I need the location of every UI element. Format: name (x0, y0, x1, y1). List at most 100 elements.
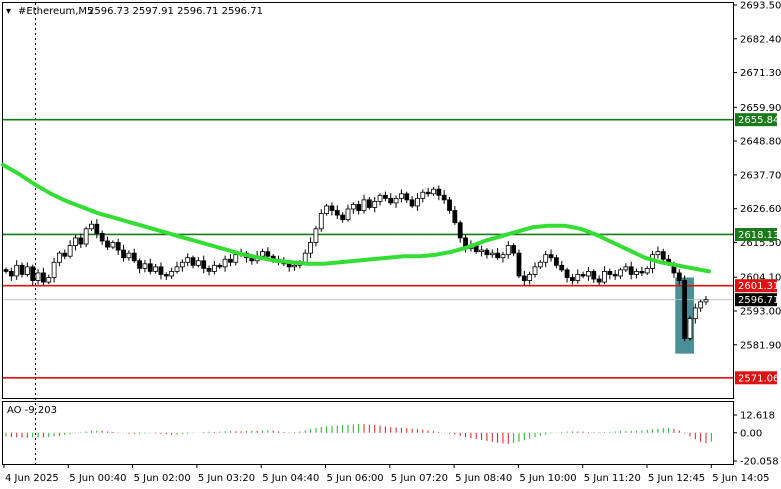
candle (195, 257, 201, 268)
candle (548, 249, 554, 262)
candle-body-up (644, 267, 650, 274)
candle (163, 272, 169, 280)
candle-body-up (527, 274, 533, 281)
candle (126, 250, 132, 261)
header-triangle-icon[interactable]: ▾ (6, 6, 11, 17)
candle (78, 233, 84, 248)
candle (57, 251, 62, 267)
candle-body-down (41, 272, 46, 283)
x-tick-label: 5 Jun 04:40 (262, 473, 319, 484)
candle (698, 299, 704, 312)
candle-body-down (452, 210, 458, 224)
candle (479, 245, 484, 257)
candle-body-down (366, 199, 372, 208)
candle (602, 266, 607, 285)
current-price-tag-bg (735, 293, 777, 307)
candle-body-down (447, 199, 452, 211)
candle (516, 249, 522, 279)
candle (607, 268, 613, 280)
candle (121, 244, 126, 262)
candle (94, 219, 100, 239)
candle-body-up (153, 266, 159, 272)
x-tick-label: 5 Jun 06:00 (327, 473, 384, 484)
candle (660, 248, 666, 263)
candle-body-up (126, 252, 132, 259)
candle-body-up (46, 277, 52, 283)
ohlc-label: 2596.73 2597.91 2596.71 2596.71 (88, 6, 263, 17)
candle (591, 269, 597, 283)
candle-body-up (324, 205, 330, 214)
candle (158, 262, 164, 280)
candle-body-up (345, 208, 351, 221)
candle (8, 267, 14, 281)
candle (532, 262, 538, 278)
x-tick-label: 5 Jun 07:20 (391, 473, 448, 484)
x-tick-label: 5 Jun 03:20 (198, 473, 255, 484)
candle (131, 248, 137, 263)
candle (222, 255, 228, 272)
candle-body-down (217, 264, 223, 268)
candle (372, 196, 378, 213)
candle (682, 275, 688, 342)
y-tick-label: 2604.10 (740, 273, 781, 284)
candle (634, 268, 639, 279)
x-tick-label: 5 Jun 02:00 (134, 473, 191, 484)
x-tick-label: 5 Jun 12:45 (648, 473, 705, 484)
candle-body-down (495, 252, 501, 259)
candle (521, 270, 527, 286)
y-tick-label: 2659.90 (740, 103, 781, 114)
candle (580, 271, 586, 279)
candle-body-down (94, 223, 100, 234)
candle-body-up (89, 223, 94, 230)
candle-body-up (67, 245, 73, 257)
y-tick-label: 2626.60 (740, 204, 781, 215)
level-tag-1-text: 2618.13 (738, 230, 779, 241)
candle-body-up (602, 271, 607, 283)
candle (83, 226, 89, 248)
level-tag-3-bg (735, 371, 777, 385)
candle-body-down (356, 204, 362, 211)
candle-body-up (110, 242, 116, 248)
candle (457, 220, 463, 243)
candle (543, 251, 549, 268)
candle (575, 269, 581, 284)
candle-body-up (703, 299, 709, 303)
candle (206, 265, 212, 276)
candle (228, 254, 233, 267)
candle (596, 275, 602, 286)
y-tick-label: 2593.00 (740, 307, 781, 318)
candle (51, 257, 57, 283)
candle (495, 247, 501, 260)
candle (612, 270, 618, 280)
candle (41, 267, 46, 286)
candle-body-down (580, 274, 586, 277)
x-tick-label: 5 Jun 10:00 (519, 473, 576, 484)
candle-body-up (687, 318, 693, 339)
candle (115, 238, 121, 255)
candle-body-up (14, 264, 20, 277)
candle (217, 263, 223, 269)
candle-body-down (639, 271, 645, 274)
x-tick-label: 5 Jun 11:20 (584, 473, 641, 484)
candle-body-down (131, 252, 137, 262)
candle (308, 237, 313, 259)
candle (356, 200, 362, 215)
candle (137, 258, 142, 274)
level-tag-3-text: 2571.06 (738, 373, 779, 384)
candle (3, 267, 9, 274)
candle-body-down (591, 271, 597, 280)
candle-body-down (105, 240, 110, 248)
candle-body-down (121, 249, 126, 259)
candle (628, 261, 634, 280)
candle (382, 191, 388, 202)
level-tag-0-text: 2655.84 (738, 115, 779, 126)
candle-body-down (628, 266, 634, 275)
candle-body-down (564, 269, 570, 278)
candle-body-up (634, 271, 639, 275)
candle (211, 260, 217, 275)
candle-body-up (195, 260, 201, 266)
candle (334, 205, 340, 220)
candle (24, 262, 30, 277)
candle-body-down (334, 210, 340, 216)
